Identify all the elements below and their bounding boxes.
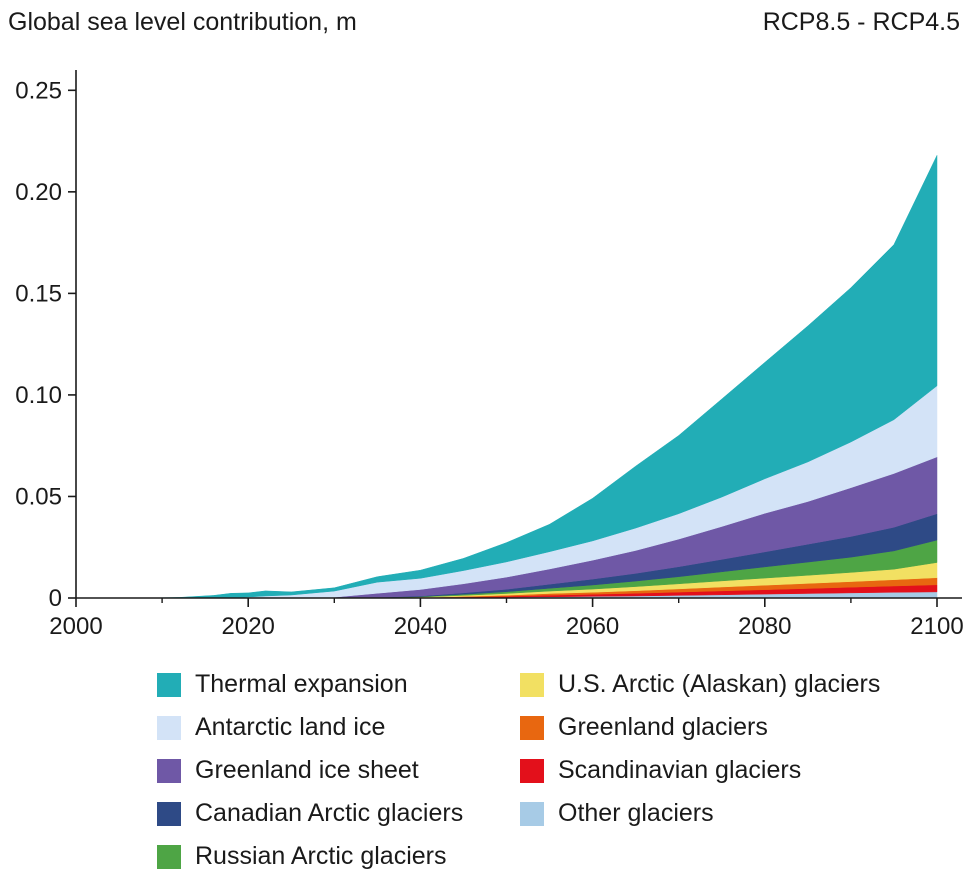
legend-swatch — [520, 801, 544, 826]
x-tick-label: 2060 — [566, 613, 619, 640]
legend-item-other-glaciers: Other glaciers — [520, 799, 714, 828]
legend-swatch — [157, 715, 181, 740]
legend-label: Greenland glaciers — [558, 713, 768, 741]
legend-swatch — [520, 758, 544, 783]
legend-label: Greenland ice sheet — [195, 756, 419, 784]
legend-item-thermal-expansion: Thermal expansion — [157, 670, 408, 699]
legend-label: Other glaciers — [558, 799, 714, 827]
y-tick-label: 0.10 — [15, 382, 62, 409]
x-tick-label: 2100 — [910, 613, 963, 640]
legend-swatch — [520, 715, 544, 740]
y-tick-label: 0.05 — [15, 483, 62, 510]
legend-label: U.S. Arctic (Alaskan) glaciers — [558, 670, 881, 698]
legend-item-canadian-arctic-glaciers: Canadian Arctic glaciers — [157, 799, 463, 828]
legend-swatch — [157, 758, 181, 783]
y-tick-label: 0.15 — [15, 280, 62, 307]
area-thermal-expansion — [144, 155, 938, 599]
legend-label: Russian Arctic glaciers — [195, 842, 447, 870]
x-tick-label: 2080 — [738, 613, 791, 640]
x-tick-label: 2040 — [394, 613, 447, 640]
legend-label: Scandinavian glaciers — [558, 756, 802, 784]
legend-swatch — [157, 844, 181, 869]
legend-label: Antarctic land ice — [195, 713, 386, 741]
legend-item-greenland-glaciers: Greenland glaciers — [520, 713, 768, 742]
legend-item-russian-arctic-glaciers: Russian Arctic glaciers — [157, 842, 446, 871]
y-tick-label: 0.25 — [15, 77, 62, 104]
legend-item-greenland-ice-sheet: Greenland ice sheet — [157, 756, 419, 785]
legend-item-u-s-arctic-alaskan-glaciers: U.S. Arctic (Alaskan) glaciers — [520, 670, 880, 699]
legend-label: Thermal expansion — [195, 670, 408, 698]
x-tick-label: 2000 — [49, 613, 102, 640]
chart-subtitle: RCP8.5 - RCP4.5 — [762, 8, 960, 36]
chart-axes: 0 0.05 0.10 0.15 0.20 0.25 2000 2020 2040 2060 208… — [15, 70, 964, 640]
legend-item-scandinavian-glaciers: Scandinavian glaciers — [520, 756, 801, 785]
legend-swatch — [157, 801, 181, 826]
y-tick-label: 0 — [49, 585, 62, 612]
y-tick-label: 0.20 — [15, 179, 62, 206]
legend-item-antarctic-land-ice: Antarctic land ice — [157, 713, 385, 742]
legend-swatch — [520, 672, 544, 697]
area-layers — [144, 155, 938, 599]
chart-title: Global sea level contribution, m — [8, 8, 357, 36]
legend-swatch — [157, 672, 181, 697]
x-tick-label: 2020 — [222, 613, 275, 640]
legend-label: Canadian Arctic glaciers — [195, 799, 464, 827]
